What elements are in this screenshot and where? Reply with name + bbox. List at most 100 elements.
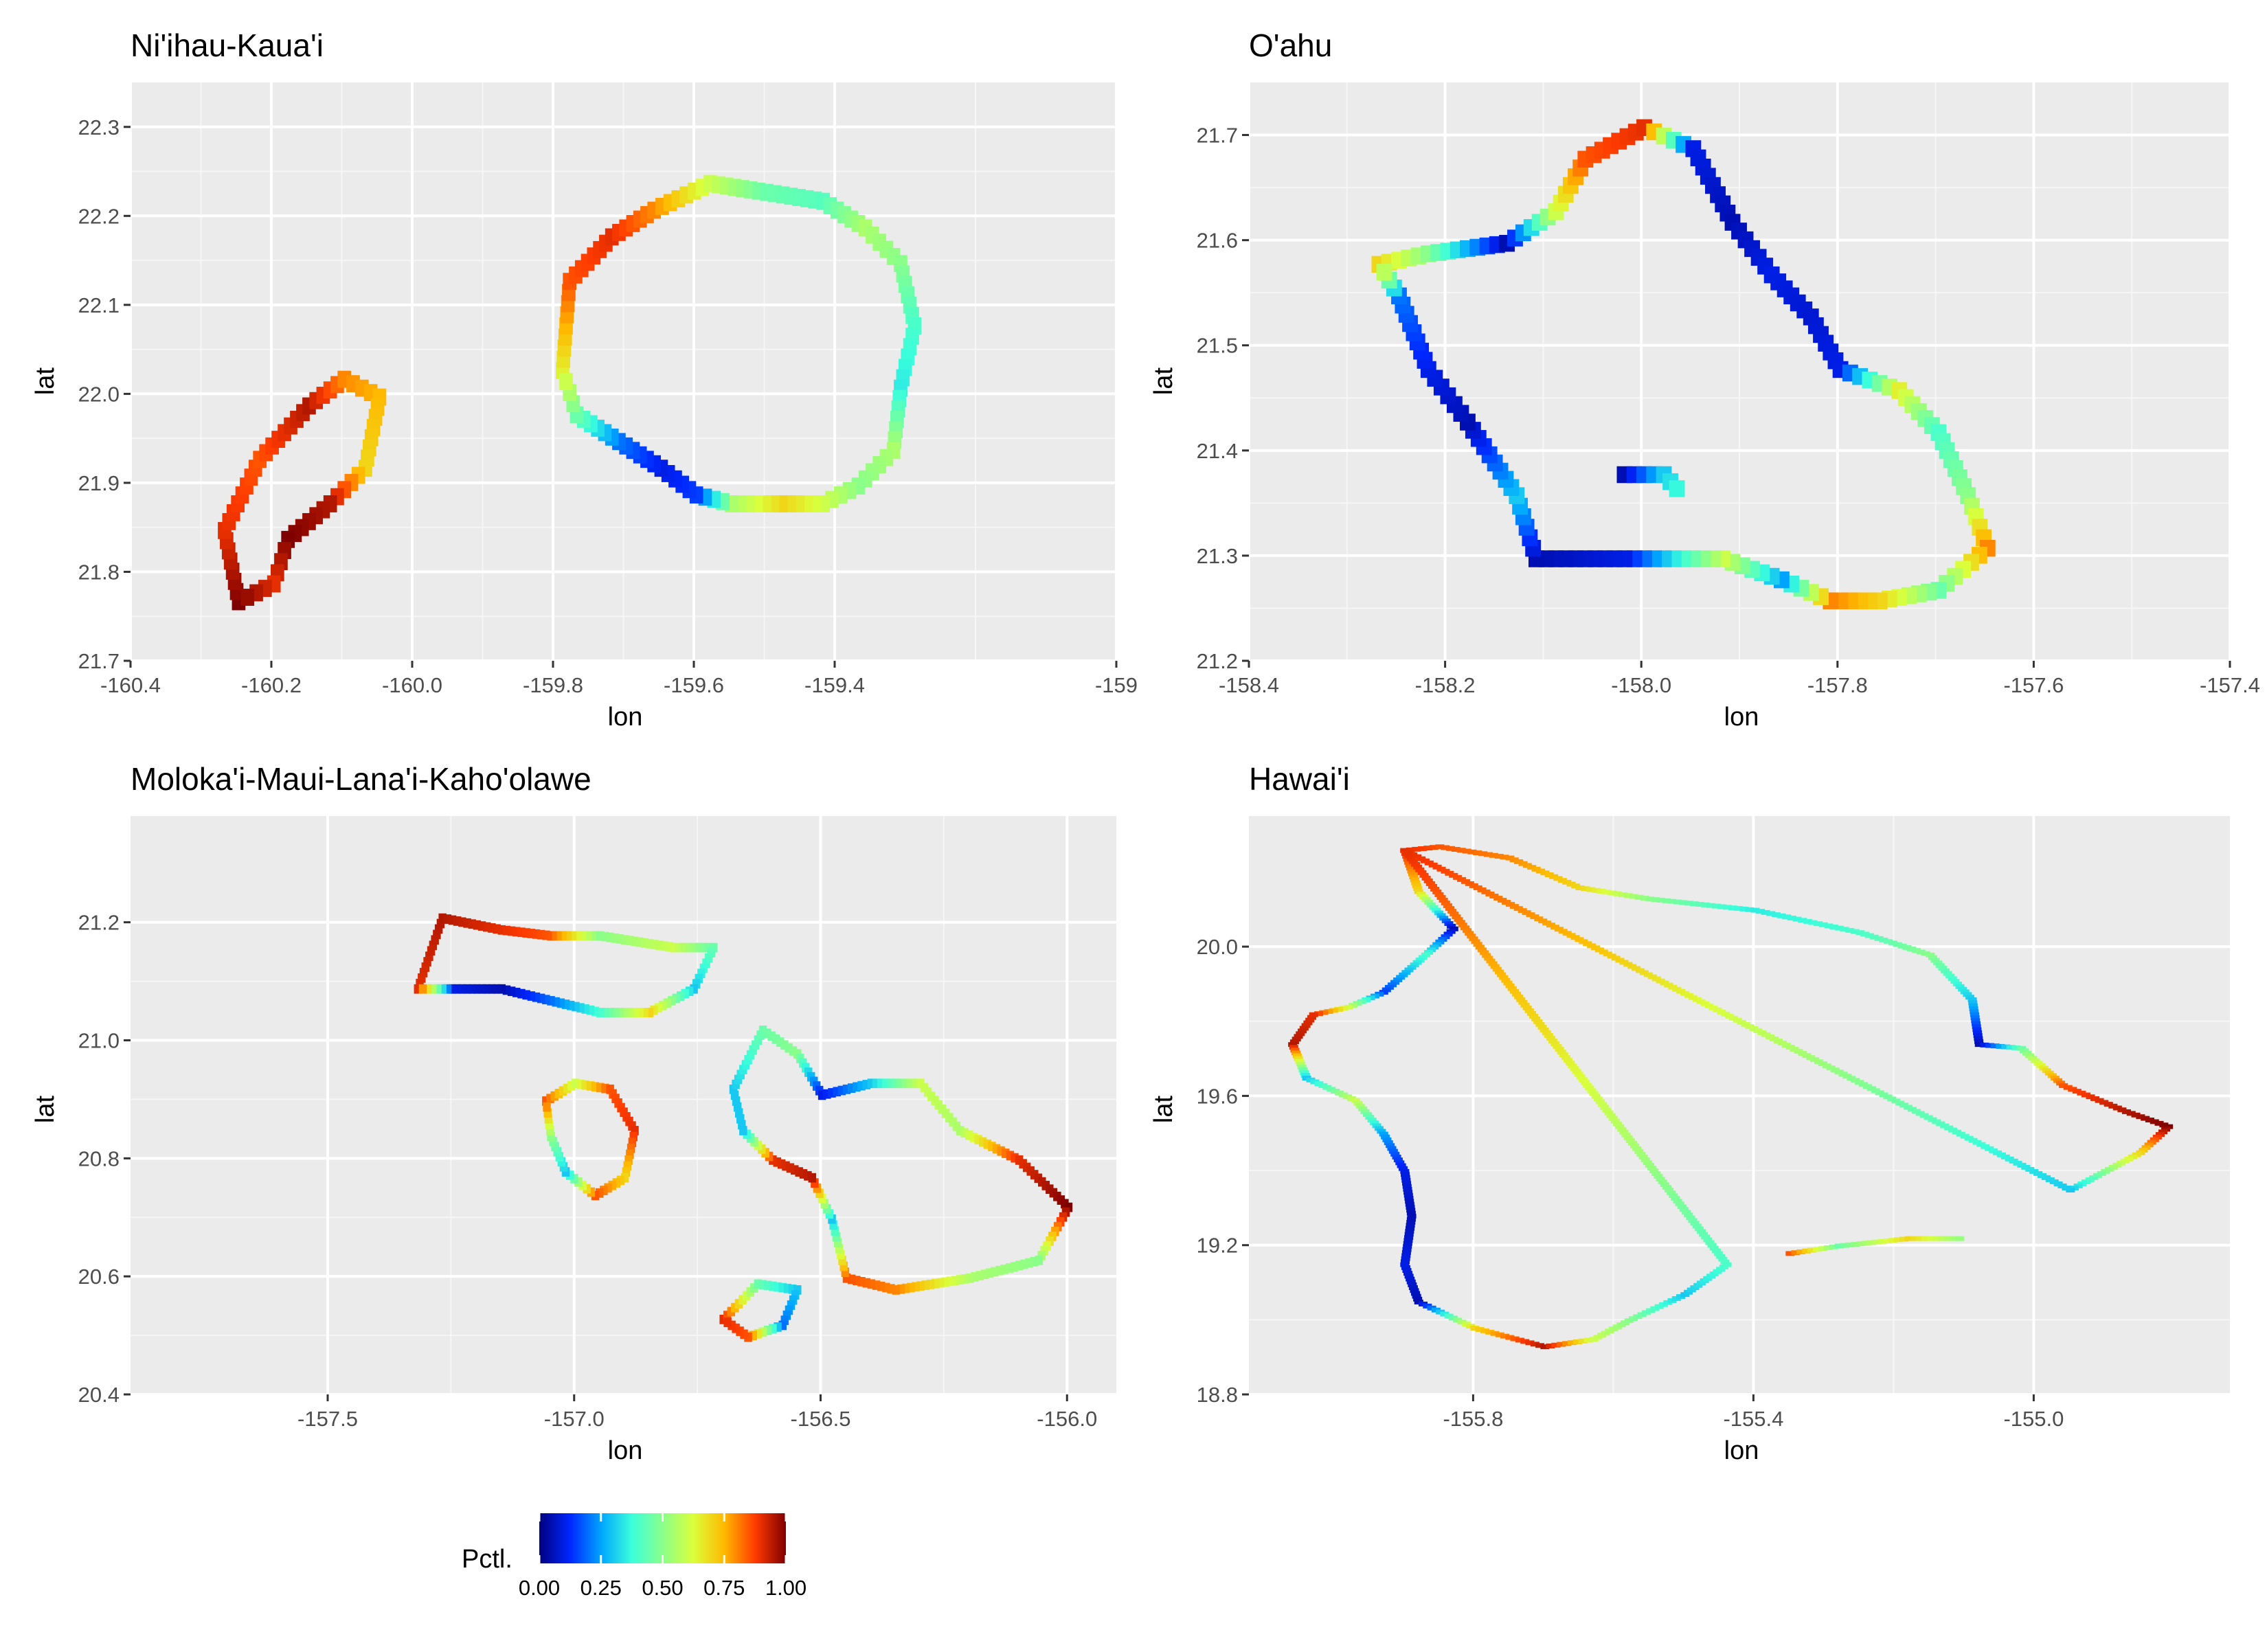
data-cell [596, 1008, 605, 1017]
data-cell [1441, 934, 1450, 940]
data-cell [1460, 925, 1469, 931]
data-cell [572, 1002, 580, 1012]
data-cell [2000, 1044, 2011, 1050]
data-cell [960, 1128, 969, 1138]
data-cell [1401, 1172, 1410, 1177]
data-cell [563, 1083, 572, 1094]
data-cell [1630, 1143, 1640, 1149]
data-cell [1490, 1331, 1500, 1336]
data-cell [965, 1130, 973, 1140]
data-cell [497, 925, 506, 935]
x-tick-label: -159.4 [804, 673, 865, 697]
data-cell [1292, 1053, 1302, 1059]
data-cell [1750, 907, 1760, 913]
data-cell [1911, 948, 1921, 953]
x-tick-label: -157.4 [2200, 673, 2260, 697]
data-cell [468, 919, 476, 929]
data-cell [774, 1282, 782, 1292]
data-cell [2121, 1109, 2131, 1114]
data-cell [1413, 886, 1423, 892]
data-cell [1299, 1026, 1309, 1031]
data-cell [763, 1280, 772, 1291]
data-cell [728, 1320, 736, 1331]
data-cell [1717, 904, 1727, 909]
data-cell [1530, 1342, 1539, 1347]
data-cell [1403, 1190, 1413, 1195]
data-cell [1645, 1162, 1654, 1168]
data-cell [1515, 1337, 1524, 1343]
data-cell [1410, 861, 1421, 867]
data-cell [1711, 903, 1722, 909]
data-cell [907, 1282, 915, 1293]
x-tick-label: -157.5 [297, 1407, 358, 1431]
panel-title: Ni'ihau-Kaua'i [131, 27, 324, 63]
data-cell [1409, 874, 1419, 880]
data-cell [623, 1161, 631, 1171]
data-cell [1020, 1259, 1028, 1269]
data-cell [507, 986, 516, 997]
data-cell [572, 931, 580, 941]
data-cell [1040, 1246, 1048, 1256]
data-cell [1010, 1262, 1019, 1272]
data-cell [1447, 909, 1457, 914]
data-cell [645, 1008, 654, 1017]
data-cell [892, 1285, 901, 1295]
data-cell [626, 1008, 634, 1017]
data-cell [654, 1003, 663, 1013]
data-cell [791, 1165, 799, 1175]
data-cell [1745, 907, 1755, 912]
data-cell [841, 1267, 850, 1278]
data-cell [1803, 918, 1812, 924]
data-cell [754, 1035, 763, 1045]
data-cell [1288, 1042, 1298, 1048]
data-cell [892, 1078, 901, 1089]
data-cell [1699, 1232, 1708, 1237]
data-cell [612, 1178, 621, 1188]
data-cell [1555, 1047, 1564, 1052]
data-cell [707, 948, 715, 958]
panel-niihau-kauai: Ni'ihau-Kaua'i 21.721.821.922.022.122.22… [31, 27, 1138, 732]
data-cell [1877, 1238, 1887, 1244]
data-cell [842, 1084, 851, 1094]
x-tick-label: -157.0 [544, 1407, 605, 1431]
data-cell [1421, 952, 1430, 958]
data-cell [591, 931, 600, 941]
data-cell [1971, 1021, 1981, 1026]
data-cell [567, 1081, 576, 1091]
data-cell [1450, 912, 1459, 917]
data-cell [857, 1080, 866, 1091]
data-cell [1037, 1251, 1046, 1260]
data-cell [1619, 892, 1628, 898]
data-cell [473, 920, 482, 930]
data-cell [581, 1080, 589, 1090]
data-cell [1449, 926, 1458, 931]
data-cell [601, 1083, 609, 1094]
data-cell [1400, 848, 1410, 853]
data-cell [2090, 1096, 2100, 1101]
data-cell [1814, 921, 1823, 927]
data-cell [1629, 894, 1638, 899]
data-cell [493, 924, 501, 934]
data-cell [1818, 922, 1828, 927]
data-cell [1301, 1023, 1311, 1028]
data-cell [1452, 914, 1461, 920]
data-cell [1465, 931, 1474, 936]
data-cell [517, 988, 526, 999]
data-cell [596, 931, 605, 941]
data-cell [1968, 1003, 1978, 1008]
data-cell [1518, 999, 1528, 1005]
data-cell [733, 1102, 742, 1112]
data-cell [1405, 1229, 1414, 1234]
data-cell [626, 1149, 634, 1159]
data-cell [2020, 1048, 2029, 1054]
data-cell [825, 1209, 834, 1219]
data-cell [1632, 1146, 1642, 1151]
data-cell [1636, 1151, 1646, 1157]
data-cell [1546, 1344, 1555, 1348]
data-cell [741, 1060, 750, 1070]
data-cell [1412, 846, 1421, 852]
data-cell [1553, 1044, 1562, 1050]
y-tick-label: 22.3 [78, 115, 120, 139]
data-cell [1972, 1027, 1982, 1032]
data-cell [788, 1284, 797, 1294]
